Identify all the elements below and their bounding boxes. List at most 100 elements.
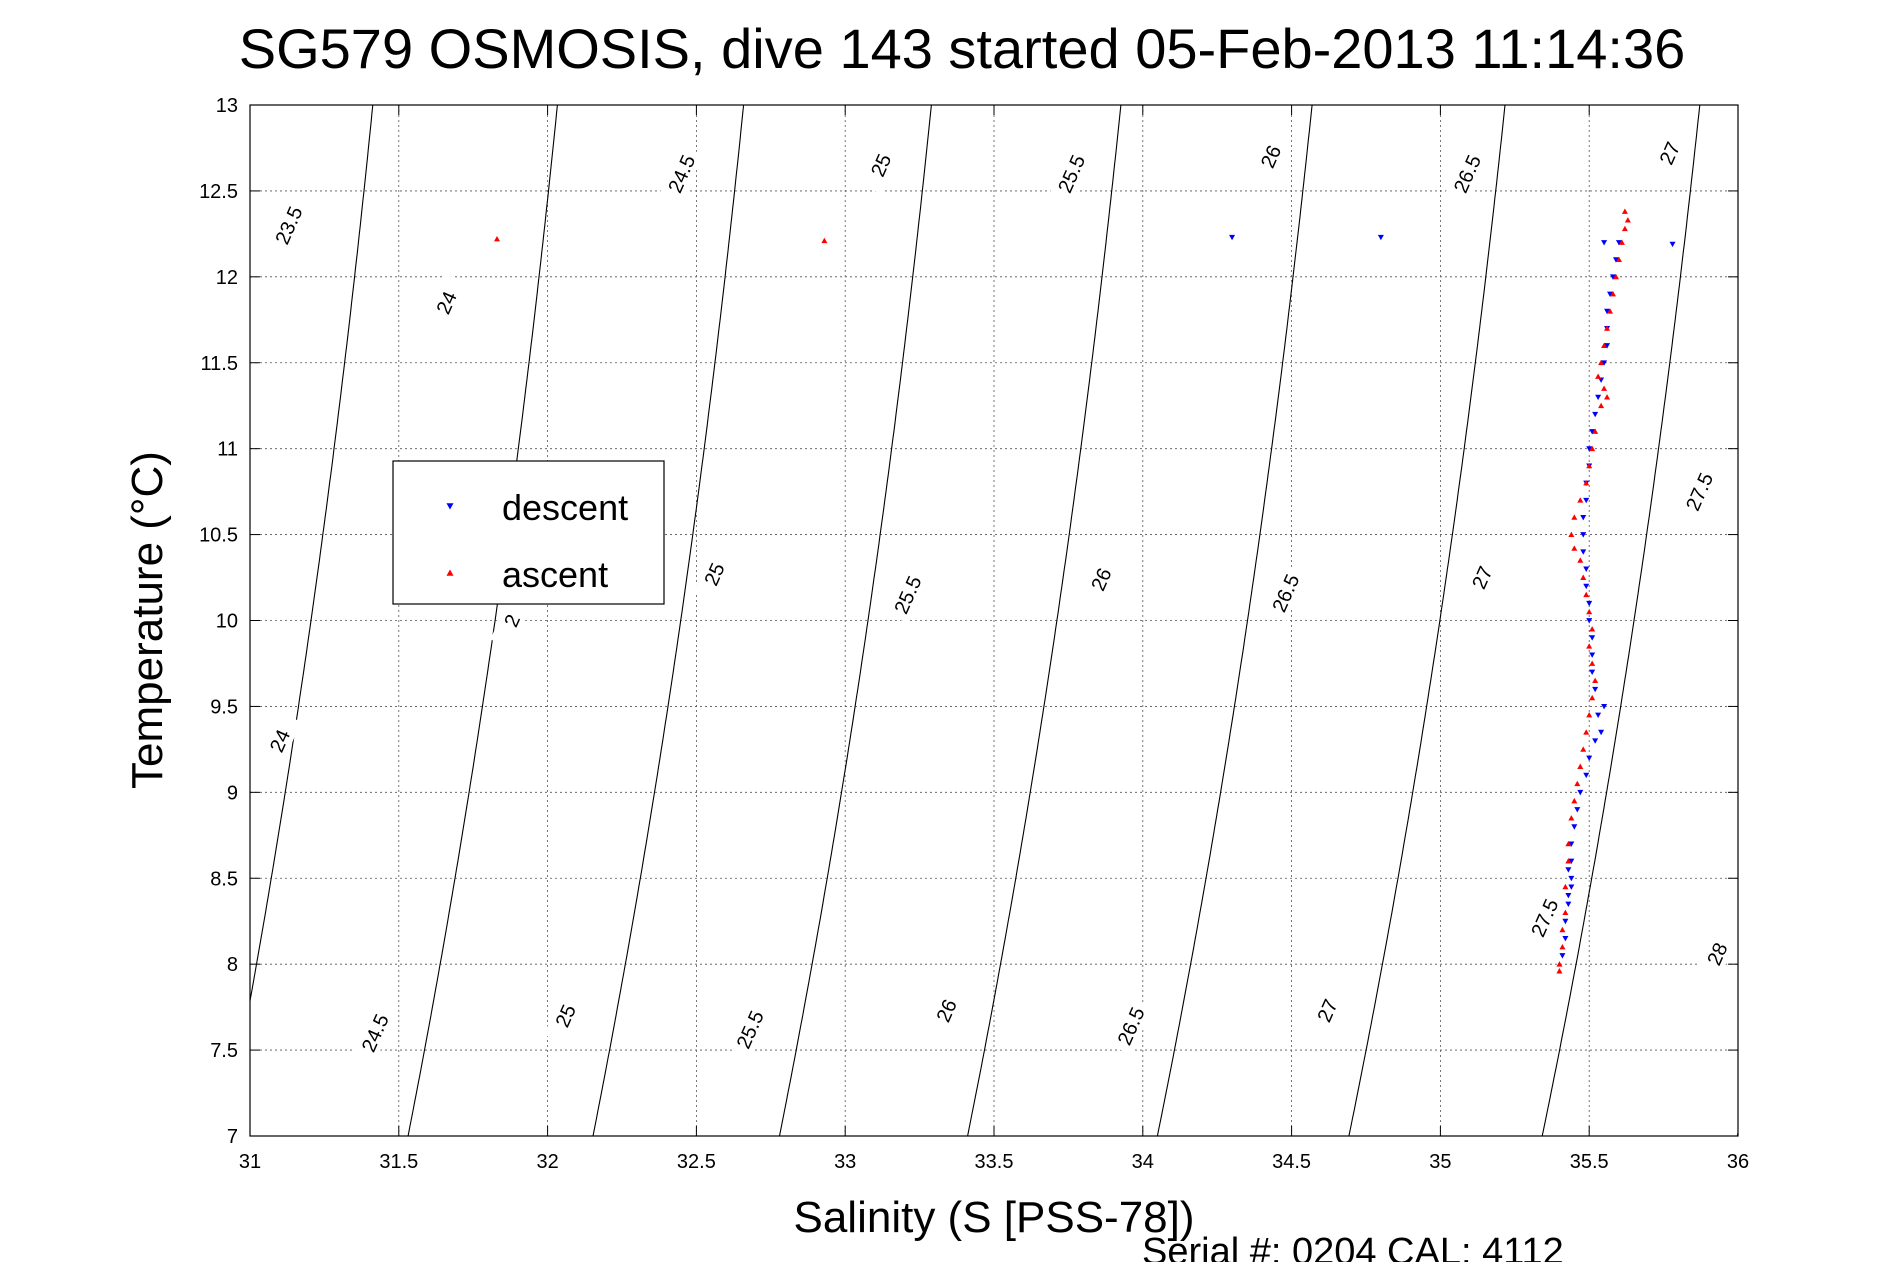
data-point-descent <box>1583 583 1590 590</box>
data-point-ascent <box>1595 373 1602 379</box>
x-tick-label: 34.5 <box>1272 1151 1311 1173</box>
contour-label-background <box>1264 564 1308 622</box>
x-tick-label: 35 <box>1429 1151 1451 1173</box>
contour-label-background <box>353 1004 397 1062</box>
contour-label-background <box>1677 462 1721 521</box>
y-tick-label: 13 <box>216 95 238 117</box>
isopycnal-26.5 <box>1348 105 1506 1136</box>
data-point-descent <box>1583 566 1590 572</box>
data-point-descent <box>1562 935 1569 942</box>
x-tick-label: 35.5 <box>1570 1151 1609 1173</box>
data-point-ascent <box>1577 497 1584 503</box>
data-point-ascent <box>1604 394 1611 400</box>
data-point-ascent <box>1589 445 1596 452</box>
data-point-ascent <box>1607 308 1614 314</box>
data-point-ascent <box>1624 217 1631 223</box>
y-tick-label: 8.5 <box>210 868 238 890</box>
isopycnal-26 <box>1156 105 1313 1136</box>
contour-label-background <box>267 196 311 254</box>
data-point-descent <box>1589 429 1596 435</box>
data-point-descent <box>1580 549 1587 555</box>
data-point-descent <box>1568 884 1575 890</box>
contour-label-background <box>490 591 534 650</box>
legend-marker-descent <box>446 503 454 510</box>
contour-label: 2 <box>490 591 534 650</box>
data-point-descent <box>1586 618 1593 624</box>
data-point-descent <box>1592 738 1599 744</box>
data-point-descent <box>1571 824 1578 830</box>
data-point-ascent <box>1556 968 1563 974</box>
data-point-ascent <box>1592 677 1599 684</box>
data-point-ascent <box>1586 712 1593 718</box>
contour-label-background <box>543 987 587 1045</box>
legend-label-ascent: ascent <box>502 554 608 595</box>
y-tick-label: 8 <box>227 954 238 976</box>
data-point-descent <box>1595 712 1602 719</box>
isopycnal-24.5 <box>592 105 745 1136</box>
contour-label-background <box>1460 548 1504 607</box>
legend-marker-ascent <box>446 569 454 576</box>
data-point-descent <box>1604 308 1611 315</box>
y-tick-label: 11 <box>217 439 238 461</box>
x-tick-label: 36 <box>1727 1151 1749 1173</box>
y-tick-label: 9 <box>227 782 238 804</box>
contour-label-background <box>659 145 704 203</box>
contour-label-background <box>1523 889 1567 947</box>
data-point-descent <box>1592 411 1599 418</box>
data-point-ascent <box>1559 926 1566 933</box>
contour-label: 24 <box>424 273 468 332</box>
data-point-descent <box>1669 241 1676 248</box>
data-point-ascent <box>1589 626 1596 632</box>
data-point-ascent <box>494 236 501 242</box>
y-axis-ticks: 7 7.5 8 8.5 9 9.5 10 10.5 11 11.5 12 12.5 13 <box>199 95 1738 1148</box>
series-descent <box>1229 234 1676 959</box>
data-point-ascent <box>1586 608 1593 615</box>
contour-label-background <box>1648 124 1692 182</box>
data-point-ascent <box>1583 729 1590 735</box>
data-point-descent <box>1586 446 1593 452</box>
x-tick-label: 31.5 <box>379 1151 418 1173</box>
data-point-descent <box>1229 234 1236 241</box>
legend: descent ascent <box>392 460 665 605</box>
data-point-ascent <box>1601 385 1608 391</box>
isopycnal-25 <box>778 105 932 1136</box>
data-point-descent <box>1589 635 1596 641</box>
data-point-descent <box>1604 343 1611 349</box>
contour-label-background <box>728 1000 772 1059</box>
data-point-ascent <box>1618 239 1625 245</box>
contour-label-background <box>258 712 302 770</box>
contour-label-background <box>1695 925 1739 983</box>
contour-label-background <box>924 981 968 1040</box>
contour-label-background <box>424 273 468 332</box>
y-tick-label: 12 <box>216 267 238 289</box>
y-axis-label: Temperature (°C) <box>123 451 172 789</box>
x-axis-label: Salinity (S [PSS-78]) <box>793 1193 1194 1242</box>
data-point-descent <box>1377 234 1384 241</box>
data-point-ascent <box>1586 462 1593 469</box>
data-point-ascent <box>1589 660 1596 666</box>
contour-label-background <box>692 545 736 603</box>
y-tick-label: 7 <box>227 1126 238 1148</box>
data-point-descent <box>1589 669 1596 676</box>
data-point-ascent <box>1612 273 1619 280</box>
chart-title: SG579 OSMOSIS, dive 143 started 05-Feb-2… <box>239 17 1685 80</box>
x-tick-label: 31 <box>239 1151 261 1173</box>
data-point-ascent <box>1562 909 1569 916</box>
legend-label-descent: descent <box>502 487 628 528</box>
data-point-ascent <box>1610 291 1617 297</box>
y-tick-label: 11.5 <box>201 353 238 375</box>
isopycnal-24 <box>407 105 558 1136</box>
data-point-descent <box>1586 600 1593 607</box>
data-point-ascent <box>1574 780 1581 787</box>
y-tick-label: 7.5 <box>210 1040 238 1062</box>
data-point-descent <box>1574 807 1581 813</box>
data-point-ascent <box>1621 225 1628 232</box>
data-point-ascent <box>1571 545 1578 551</box>
data-point-descent <box>1592 686 1599 693</box>
x-tick-label: 33.5 <box>975 1151 1014 1173</box>
legend-box <box>392 460 665 605</box>
x-tick-label: 33 <box>834 1151 856 1173</box>
contour-label: 26 <box>1249 127 1293 186</box>
data-point-descent <box>1583 497 1590 504</box>
